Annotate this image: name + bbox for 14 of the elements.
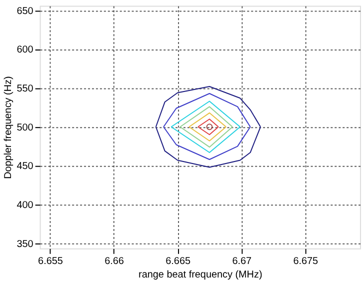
y-tick-label: 400	[16, 200, 34, 212]
x-tick-label: 6.67	[232, 256, 252, 267]
x-axis-title: range beat frequency (MHz)	[138, 270, 262, 281]
y-tick-label: 650	[16, 6, 34, 17]
x-tick-label: 6.675	[293, 256, 319, 267]
x-tick-label: 6.665	[166, 256, 191, 267]
x-tick-label: 6.66	[104, 256, 124, 267]
y-tick-label: 350	[16, 238, 34, 250]
y-tick-label: 500	[16, 122, 34, 134]
y-tick-label: 550	[16, 84, 34, 95]
y-tick-label: 600	[16, 44, 34, 56]
y-axis-title: Doppler frequency (Hz)	[2, 76, 14, 179]
x-tick-label: 6.655	[38, 256, 64, 267]
y-tick-label: 450	[16, 161, 34, 172]
